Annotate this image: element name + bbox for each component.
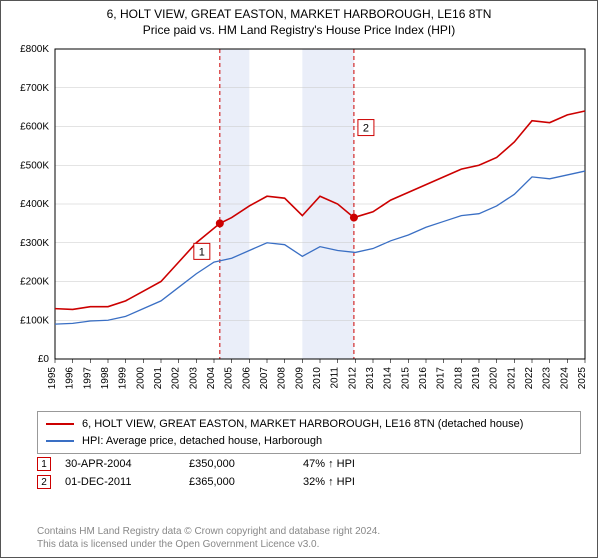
chart-titles: 6, HOLT VIEW, GREAT EASTON, MARKET HARBO…	[1, 1, 597, 37]
y-tick-label: £700K	[20, 83, 49, 94]
x-tick-label: 2010	[312, 367, 323, 390]
data-point-price: £350,000	[189, 458, 289, 470]
x-tick-label: 2000	[135, 367, 146, 390]
x-tick-label: 1999	[118, 367, 129, 390]
x-tick-label: 1995	[47, 367, 58, 390]
x-tick-label: 1997	[82, 367, 93, 390]
x-tick-label: 2025	[577, 367, 588, 390]
title-line-1: 6, HOLT VIEW, GREAT EASTON, MARKET HARBO…	[1, 7, 597, 21]
chart-frame: 6, HOLT VIEW, GREAT EASTON, MARKET HARBO…	[0, 0, 598, 558]
legend-box: 6, HOLT VIEW, GREAT EASTON, MARKET HARBO…	[37, 411, 581, 454]
sale-marker-label: 1	[199, 246, 205, 258]
legend-swatch	[46, 423, 74, 425]
data-point-date: 30-APR-2004	[65, 458, 175, 470]
x-tick-label: 1996	[65, 367, 76, 390]
x-tick-label: 2002	[171, 367, 182, 390]
footer-line-2: This data is licensed under the Open Gov…	[37, 538, 380, 551]
data-point-marker: 1	[37, 457, 51, 471]
title-line-2: Price paid vs. HM Land Registry's House …	[1, 23, 597, 37]
data-point-row: 1 30-APR-2004 £350,000 47% ↑ HPI	[37, 457, 423, 471]
data-point-row: 2 01-DEC-2011 £365,000 32% ↑ HPI	[37, 475, 423, 489]
chart-svg: £0 £100K £200K £300K £400K £500K £600K £700K £80…	[9, 43, 591, 403]
x-tick-label: 2011	[330, 367, 341, 389]
data-point-date: 01-DEC-2011	[65, 476, 175, 488]
x-tick-label: 2015	[400, 367, 411, 390]
legend-row: 6, HOLT VIEW, GREAT EASTON, MARKET HARBO…	[46, 416, 572, 433]
x-tick-label: 2024	[559, 367, 570, 390]
footer-line-1: Contains HM Land Registry data © Crown c…	[37, 525, 380, 538]
sale-marker-dot	[216, 219, 224, 227]
x-tick-label: 1998	[100, 367, 111, 390]
x-tick-label: 2017	[436, 367, 447, 390]
data-point-table: 1 30-APR-2004 £350,000 47% ↑ HPI 2 01-DEC-201…	[37, 457, 423, 493]
x-tick-label: 2022	[524, 367, 535, 390]
x-tick-label: 2009	[294, 367, 305, 390]
x-tick-label: 2006	[241, 367, 252, 390]
x-tick-label: 2020	[489, 367, 500, 390]
x-tick-label: 2003	[188, 367, 199, 390]
data-point-price: £365,000	[189, 476, 289, 488]
x-tick-label: 2023	[542, 367, 553, 390]
legend-label: 6, HOLT VIEW, GREAT EASTON, MARKET HARBO…	[82, 416, 523, 433]
y-tick-label: £0	[38, 354, 50, 365]
y-tick-label: £800K	[20, 44, 49, 55]
x-tick-label: 2021	[506, 367, 517, 390]
y-tick-label: £500K	[20, 160, 49, 171]
x-tick-label: 2018	[453, 367, 464, 390]
y-tick-label: £300K	[20, 238, 49, 249]
x-tick-label: 2014	[383, 367, 394, 390]
x-tick-label: 2019	[471, 367, 482, 390]
y-tick-label: £100K	[20, 315, 49, 326]
x-tick-label: 2004	[206, 367, 217, 390]
y-tick-label: £400K	[20, 199, 49, 210]
legend-label: HPI: Average price, detached house, Harb…	[82, 433, 322, 450]
x-tick-label: 2001	[153, 367, 164, 390]
x-tick-label: 2008	[277, 367, 288, 390]
data-point-percent: 32% ↑ HPI	[303, 476, 423, 488]
y-tick-label: £200K	[20, 277, 49, 288]
legend-swatch	[46, 440, 74, 442]
x-tick-label: 2007	[259, 367, 270, 390]
x-tick-label: 2005	[224, 367, 235, 390]
data-point-marker: 2	[37, 475, 51, 489]
sale-marker-label: 2	[363, 123, 369, 135]
y-tick-label: £600K	[20, 122, 49, 133]
x-tick-label: 2016	[418, 367, 429, 390]
sale-marker-dot	[350, 214, 358, 222]
x-tick-label: 2012	[347, 367, 358, 390]
x-tick-label: 2013	[365, 367, 376, 390]
data-point-percent: 47% ↑ HPI	[303, 458, 423, 470]
chart-area: £0 £100K £200K £300K £400K £500K £600K £700K £80…	[9, 43, 591, 403]
legend-row: HPI: Average price, detached house, Harb…	[46, 433, 572, 450]
footer-attribution: Contains HM Land Registry data © Crown c…	[37, 525, 380, 551]
